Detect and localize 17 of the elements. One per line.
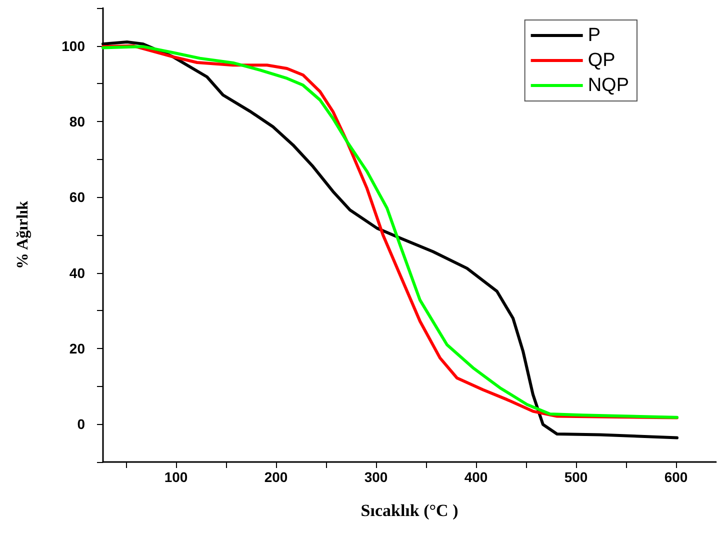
legend-label: QP xyxy=(588,50,616,71)
y-axis-title: % Ağırlık xyxy=(14,200,32,270)
x-tick-label: 400 xyxy=(464,469,488,485)
x-axis-title: Sıcaklık (°C ) xyxy=(360,501,458,520)
y-tick-label: 100 xyxy=(62,38,86,54)
x-tick-label: 500 xyxy=(564,469,588,485)
x-tick-label: 300 xyxy=(364,469,388,485)
y-tick-label: 60 xyxy=(69,189,86,206)
x-tick-label: 100 xyxy=(164,469,188,485)
x-tick-label: 200 xyxy=(264,469,288,485)
legend-label: NQP xyxy=(588,75,630,96)
y-tick-label: 20 xyxy=(69,340,86,356)
y-tick-label: 0 xyxy=(77,416,86,432)
y-tick-label: 80 xyxy=(69,114,86,130)
legend-label: P xyxy=(588,25,601,46)
y-tick-label: 40 xyxy=(69,264,86,281)
x-tick-label: 600 xyxy=(664,469,688,485)
